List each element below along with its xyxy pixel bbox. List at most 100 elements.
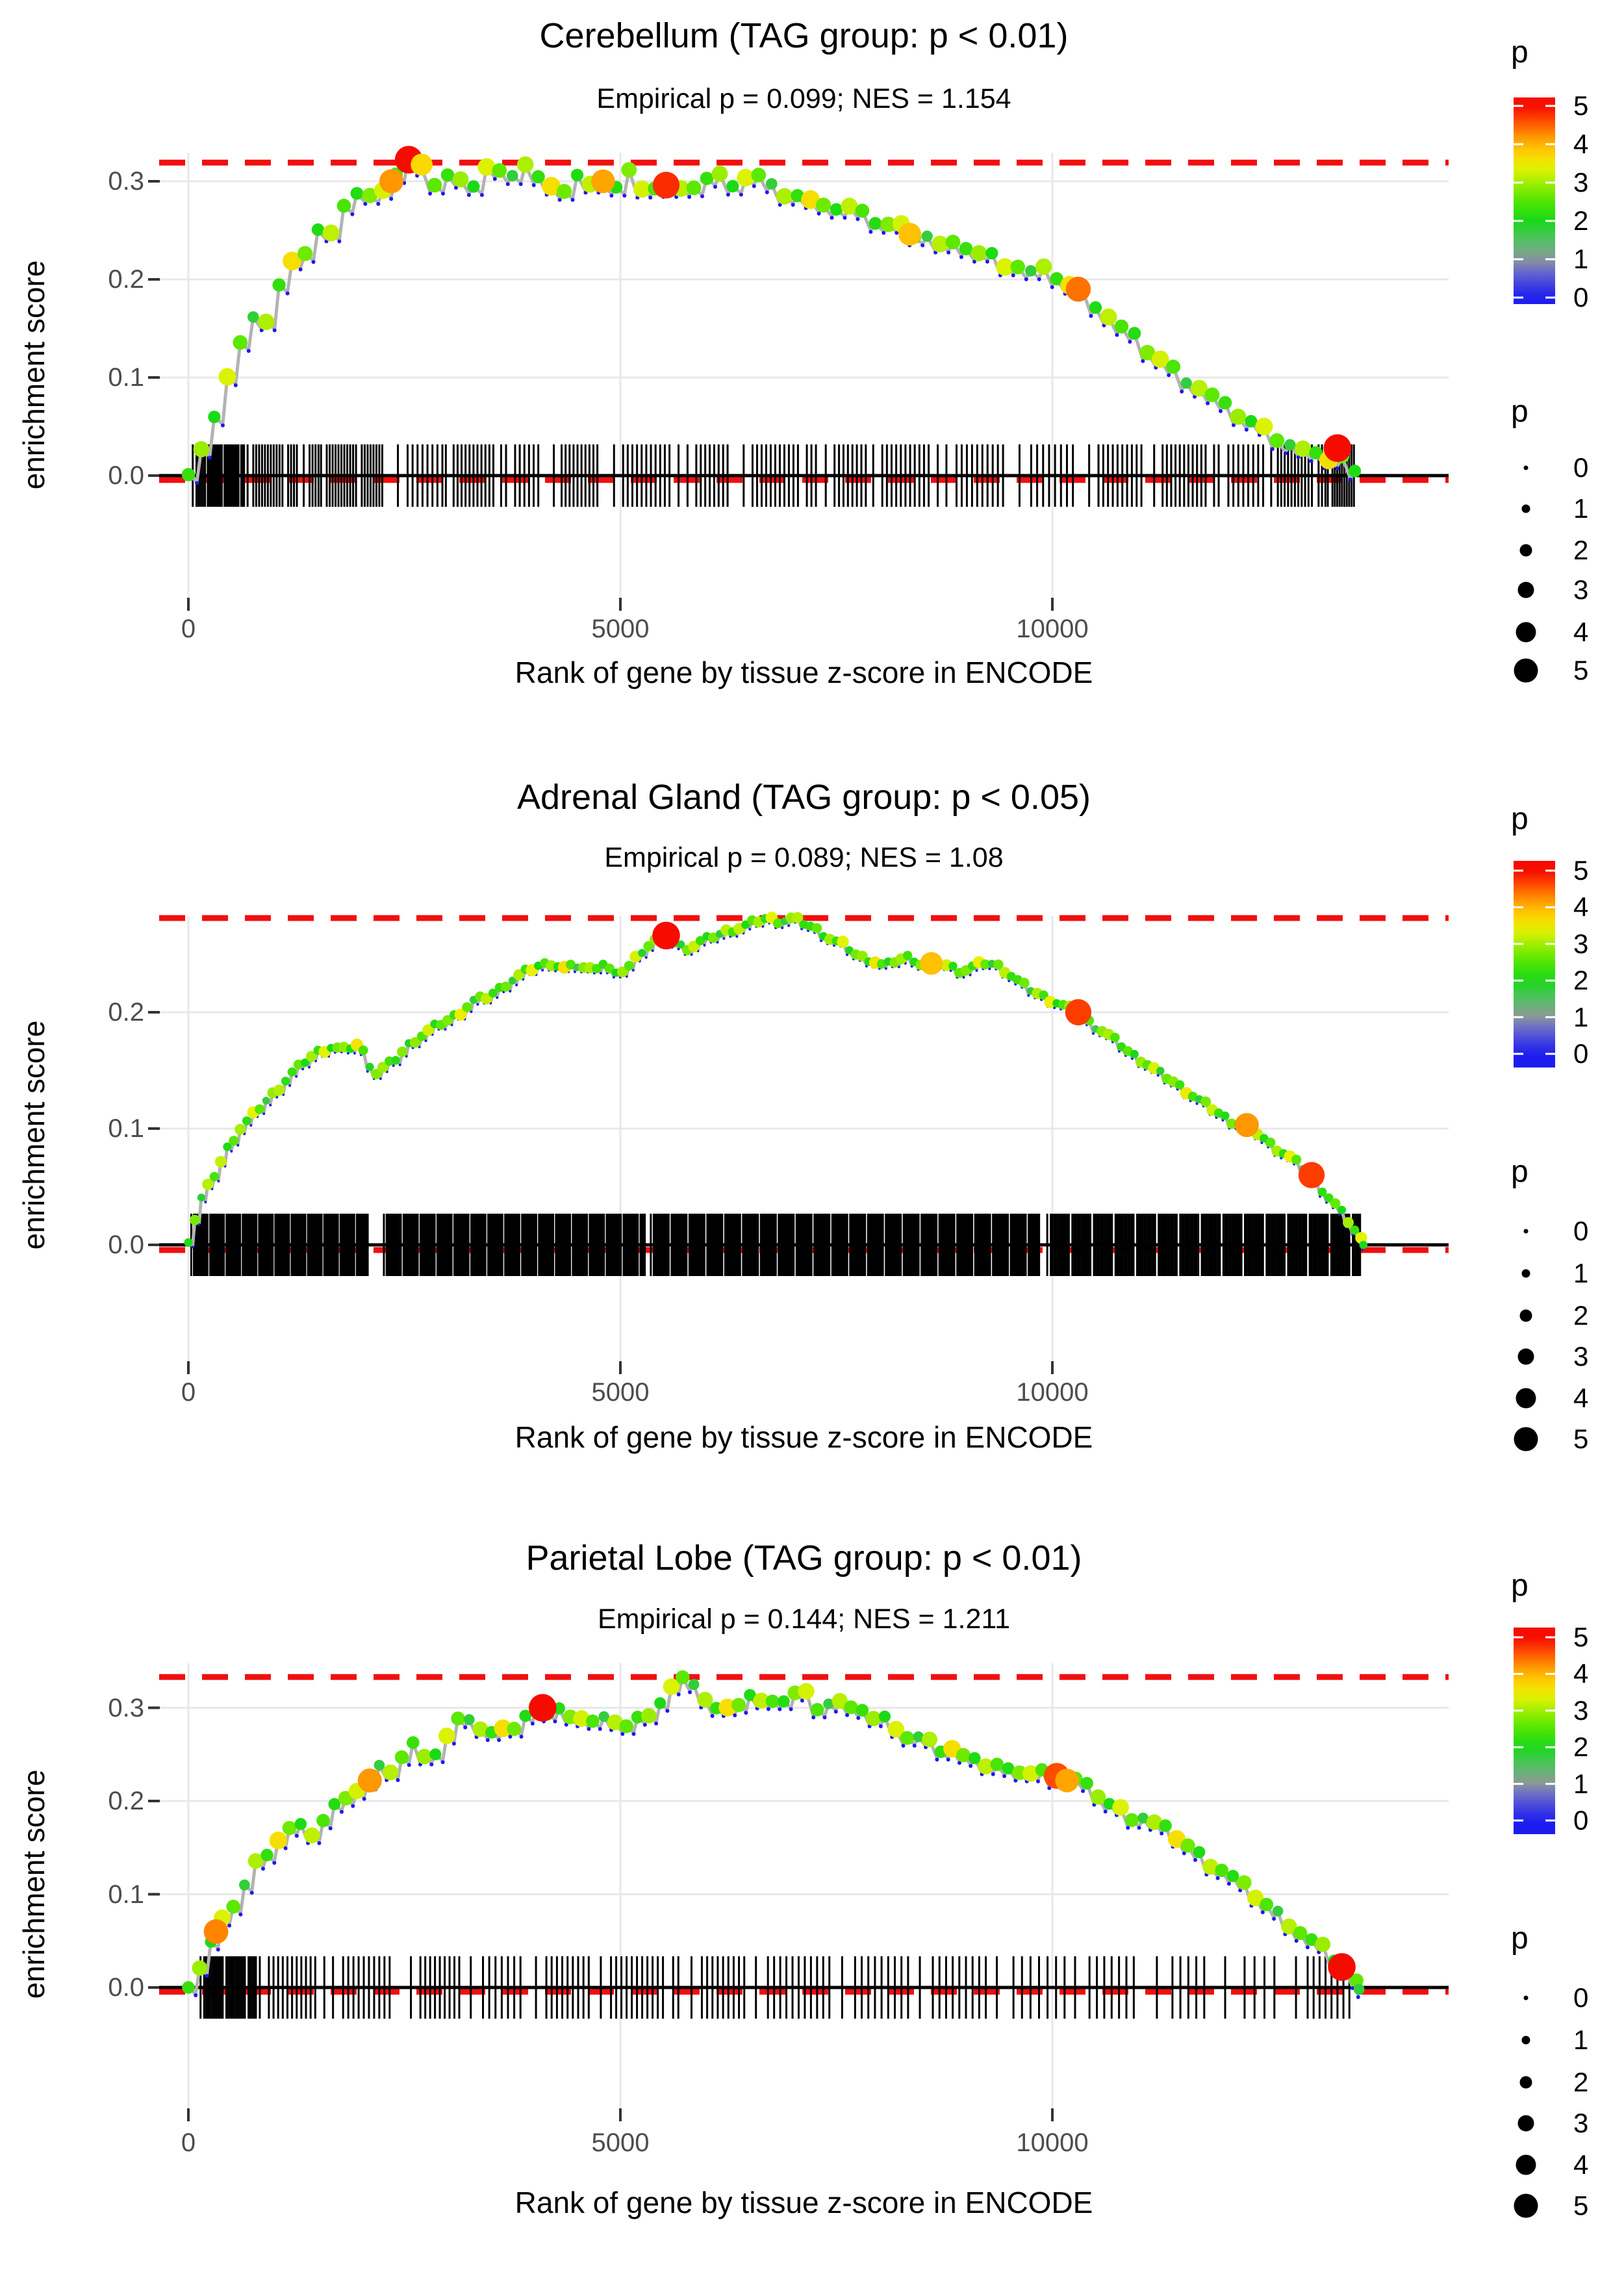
- gene-enrichment-dot: [338, 1791, 353, 1806]
- gene-enrichment-dot: [792, 912, 804, 924]
- gene-enrichment-dot: [1349, 1973, 1364, 1987]
- gene-enrichment-dot: [1124, 1813, 1139, 1827]
- gene-enrichment-dot: [235, 1123, 246, 1135]
- trough-dot: [492, 177, 497, 181]
- trough-dot: [1238, 1888, 1243, 1893]
- gene-enrichment-dot: [301, 1058, 310, 1067]
- gene-enrichment-dot: [1281, 1918, 1297, 1935]
- panel-1-x-axis-label: Rank of gene by tissue z-score in ENCODE: [514, 656, 1093, 689]
- gene-enrichment-dot: [477, 158, 496, 176]
- gene-enrichment-dot: [1025, 265, 1037, 277]
- gene-enrichment-dot: [488, 988, 498, 998]
- panel-3-plot: [148, 1628, 1555, 2218]
- gene-enrichment-dot: [776, 188, 793, 205]
- gene-enrichment-dot: [641, 1707, 657, 1724]
- gene-enrichment-dot: [1245, 415, 1258, 428]
- highlight-gene-dot: [1323, 434, 1352, 462]
- trough-dot: [1180, 389, 1184, 394]
- gene-enrichment-dot: [1035, 258, 1052, 275]
- gene-enrichment-dot: [507, 170, 518, 182]
- y-tick-label: 0.2: [108, 1787, 144, 1815]
- trough-dot: [988, 967, 991, 971]
- gene-enrichment-dot: [959, 242, 973, 256]
- color-legend-tick-label: 2: [1573, 1731, 1589, 1763]
- gene-enrichment-dot: [394, 1750, 409, 1765]
- trough-dot: [787, 924, 791, 927]
- p-colorbar: [1514, 861, 1555, 1067]
- gene-enrichment-dot: [463, 1714, 475, 1726]
- trough-dot: [1130, 1057, 1134, 1060]
- trough-dot: [463, 1725, 468, 1730]
- gene-enrichment-dot: [494, 1719, 512, 1737]
- gene-enrichment-dot: [255, 1104, 265, 1114]
- gene-enrichment-dot: [454, 1008, 467, 1021]
- gene-enrichment-dot: [239, 1879, 250, 1891]
- gene-enrichment-dot: [654, 1697, 666, 1709]
- gene-enrichment-dot: [816, 198, 831, 213]
- gene-enrichment-dot: [711, 166, 728, 182]
- trough-dot: [1092, 1032, 1095, 1035]
- trough-dot: [1128, 340, 1132, 344]
- gene-enrichment-dot: [1215, 1863, 1228, 1877]
- trough-dot: [362, 1796, 366, 1801]
- gene-enrichment-dot: [350, 186, 364, 200]
- gene-enrichment-dot: [1237, 1875, 1252, 1890]
- gene-enrichment-dot: [876, 959, 887, 969]
- gene-enrichment-dot: [193, 441, 210, 457]
- trough-dot: [216, 1947, 220, 1952]
- trough-dot: [1193, 1858, 1197, 1862]
- highlight-gene-dot: [379, 169, 403, 194]
- size-legend-tick-label: 2: [1573, 535, 1589, 565]
- gene-enrichment-dot: [1146, 1814, 1162, 1830]
- y-tick-label: 0.0: [108, 1973, 144, 2002]
- color-legend-tick-label: 0: [1573, 282, 1589, 313]
- trough-dot: [1195, 1102, 1199, 1105]
- trough-dot: [424, 1040, 427, 1042]
- trough-dot: [1156, 1074, 1160, 1077]
- trough-dot: [972, 259, 976, 264]
- color-legend-tick-label: 1: [1573, 1001, 1589, 1032]
- gene-enrichment-dot: [1338, 1205, 1347, 1214]
- gene-enrichment-dot: [878, 1710, 891, 1722]
- trough-dot: [1270, 447, 1275, 452]
- panel-2-plot: [148, 861, 1555, 1451]
- gene-enrichment-dot: [697, 1692, 713, 1707]
- gene-enrichment-dot: [619, 1719, 633, 1733]
- gene-enrichment-dot: [1350, 1225, 1360, 1235]
- gene-enrichment-dot: [311, 223, 325, 236]
- gene-enrichment-dot: [1269, 433, 1285, 448]
- gene-enrichment-dot: [1348, 465, 1362, 478]
- trough-dot: [991, 1772, 995, 1776]
- highlight-gene-dot: [1234, 1113, 1259, 1138]
- trough-dot: [285, 291, 290, 296]
- trough-dot: [509, 990, 512, 993]
- gene-enrichment-dot: [218, 368, 236, 386]
- gene-enrichment-dot: [1180, 377, 1192, 389]
- trough-dot: [220, 423, 225, 428]
- trough-dot: [396, 1778, 400, 1782]
- y-tick-label: 0.3: [108, 167, 144, 196]
- trough-dot: [946, 1757, 950, 1762]
- highlight-gene-dot: [203, 1919, 229, 1944]
- gene-enrichment-dot: [383, 1764, 399, 1781]
- trough-dot: [599, 971, 602, 975]
- trough-dot: [1167, 373, 1171, 377]
- trough-dot: [194, 1993, 198, 1997]
- gene-enrichment-dot: [980, 959, 991, 970]
- panel-2-subtitle: Empirical p = 0.089; NES = 1.08: [604, 842, 1004, 873]
- gene-enrichment-dot: [1128, 327, 1141, 340]
- trough-dot: [733, 1713, 737, 1718]
- trough-dot: [587, 1727, 591, 1731]
- gene-enrichment-dot: [837, 936, 849, 948]
- trough-dot: [622, 194, 627, 198]
- trough-dot: [598, 1727, 602, 1731]
- trough-dot: [648, 196, 653, 200]
- gene-enrichment-dot: [377, 1062, 388, 1073]
- trough-dot: [882, 231, 886, 235]
- trough-dot: [217, 1180, 220, 1182]
- gene-enrichment-dot: [1180, 1838, 1195, 1853]
- gene-enrichment-dot: [598, 1711, 609, 1722]
- gene-enrichment-dot: [1284, 439, 1296, 451]
- gene-enrichment-dot: [1293, 1926, 1308, 1940]
- highlight-gene-dot: [652, 921, 680, 950]
